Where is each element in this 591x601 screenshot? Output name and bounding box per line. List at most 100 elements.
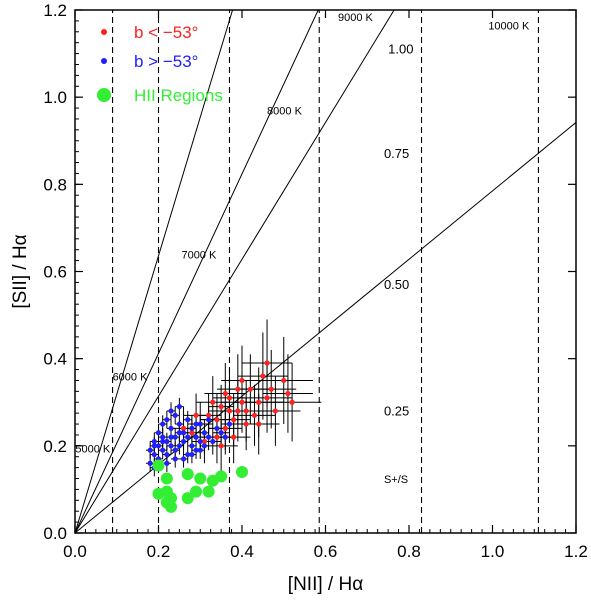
- data-point-series-1: [164, 417, 170, 423]
- data-point-series-0: [222, 390, 228, 397]
- ratio-label: 0.50: [384, 277, 409, 292]
- data-point-series-1: [172, 447, 178, 453]
- data-point-series-1: [164, 460, 170, 466]
- data-point-series-0: [239, 399, 245, 405]
- data-point-series-1: [214, 425, 220, 431]
- x-axis-label: [NII] / Hα: [288, 574, 363, 595]
- data-point-series-1: [210, 438, 216, 445]
- legend: b < −53° b > −53° HII Regions: [97, 23, 223, 105]
- data-point-series-0: [243, 408, 249, 414]
- data-point-series-1: [176, 421, 182, 427]
- data-point-series-1: [164, 438, 170, 445]
- ratio-line: [75, 10, 395, 533]
- y-tick-label: 0.8: [43, 175, 67, 194]
- y-tick-label: 0.0: [43, 524, 67, 543]
- data-point-series-1: [193, 447, 199, 453]
- temperature-label: 8000 K: [267, 106, 303, 118]
- data-point-series-1: [168, 425, 174, 431]
- ratio-line: [75, 10, 234, 533]
- data-point-series-1: [172, 456, 178, 462]
- ratio-label: 0.25: [384, 403, 409, 418]
- data-point-series-2: [181, 492, 194, 505]
- legend-label: HII Regions: [134, 86, 223, 105]
- data-point-series-0: [201, 438, 208, 445]
- x-tick-label: 0.2: [147, 542, 171, 561]
- y-tick-label: 1.2: [43, 1, 67, 20]
- data-point-series-1: [164, 451, 170, 458]
- data-point-series-1: [147, 447, 153, 453]
- data-point-series-1: [189, 443, 195, 449]
- temperature-label: 9000 K: [338, 12, 374, 24]
- data-point-series-0: [235, 408, 241, 414]
- data-point-series-1: [151, 443, 157, 449]
- y-axis-label: [SII] / Hα: [10, 234, 31, 308]
- data-point-series-2: [194, 472, 207, 485]
- data-point-series-0: [214, 434, 220, 440]
- data-point-series-1: [151, 438, 157, 445]
- data-point-series-1: [160, 434, 166, 440]
- data-point-series-2: [190, 485, 203, 498]
- ratio-label: 0.75: [384, 146, 409, 161]
- data-point-series-0: [214, 417, 220, 423]
- x-tick-label: 1.0: [481, 542, 505, 561]
- ratio-axis-label: S+/S: [384, 474, 408, 486]
- data-point-series-0: [193, 412, 199, 418]
- data-point-series-0: [218, 404, 224, 410]
- data-point-series-1: [226, 421, 233, 427]
- data-point-series-0: [272, 408, 278, 414]
- temperature-label: 7000 K: [181, 249, 217, 261]
- data-point-series-0: [247, 386, 253, 392]
- y-tick-label: 0.2: [43, 437, 67, 456]
- data-point-series-2: [152, 459, 165, 472]
- data-point-series-1: [160, 447, 166, 453]
- data-point-series-2: [215, 470, 228, 483]
- data-point-series-1: [201, 443, 208, 449]
- data-point-series-1: [172, 434, 178, 440]
- line-annotations: 5000 K 6000 K 7000 K 8000 K 9000 K 10000 K 1.0…: [75, 12, 530, 486]
- data-point-series-1: [172, 412, 178, 418]
- data-point-series-0: [231, 434, 237, 440]
- data-point-series-0: [260, 373, 266, 379]
- data-point-series-2: [160, 472, 173, 485]
- data-point-series-0: [256, 421, 262, 427]
- data-point-series-1: [168, 434, 174, 440]
- temperature-label: 10000 K: [488, 21, 530, 33]
- data-point-series-0: [239, 377, 245, 384]
- y-tick-label: 0.6: [43, 263, 67, 282]
- legend-label: b > −53°: [134, 52, 198, 71]
- y-tick-label: 1.0: [43, 88, 67, 107]
- data-point-series-0: [235, 386, 241, 392]
- data-point-series-1: [147, 460, 153, 466]
- ratio-label: 1.00: [388, 42, 413, 57]
- data-point-series-1: [193, 421, 199, 427]
- temperature-label: 6000 K: [113, 371, 149, 383]
- data-point-series-1: [180, 430, 187, 436]
- data-point-series-0: [189, 430, 195, 436]
- data-point-series-0: [264, 395, 270, 401]
- data-point-series-1: [189, 451, 195, 458]
- x-tick-label: 0.0: [63, 542, 87, 561]
- temperature-label: 5000 K: [75, 443, 111, 455]
- x-tick-label: 0.6: [314, 542, 338, 561]
- data-point-series-0: [256, 399, 262, 405]
- data-point-series-0: [264, 360, 270, 366]
- data-point-series-2: [236, 465, 248, 478]
- x-tick-label: 1.2: [564, 542, 588, 561]
- data-point-series-1: [206, 417, 212, 423]
- data-point-series-1: [206, 434, 212, 440]
- y-tick-label: 0.4: [43, 350, 67, 369]
- data-point-series-1: [168, 408, 174, 414]
- legend-marker: [101, 29, 107, 35]
- data-point-series-0: [180, 425, 187, 431]
- data-point-series-1: [201, 430, 208, 436]
- x-tick-label: 0.8: [397, 542, 421, 561]
- data-point-series-1: [160, 421, 166, 427]
- data-point-series-1: [189, 425, 195, 431]
- data-point-series-0: [268, 386, 274, 392]
- data-point-series-1: [180, 456, 187, 462]
- data-point-series-2: [165, 492, 178, 505]
- data-point-series-0: [243, 421, 249, 427]
- data-point-series-2: [181, 468, 194, 481]
- data-point-series-1: [197, 438, 203, 445]
- data-point-series-0: [222, 425, 228, 431]
